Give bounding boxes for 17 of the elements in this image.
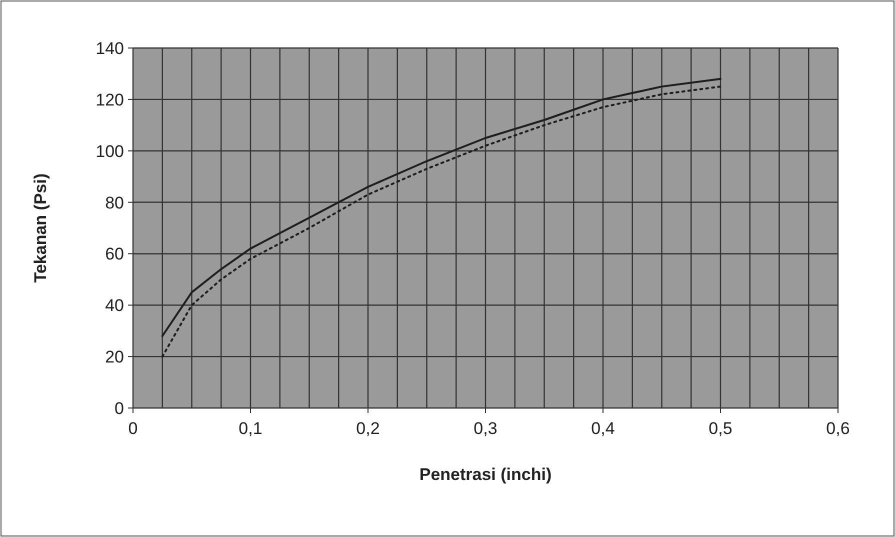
y-tick-label: 80	[105, 193, 124, 212]
y-tick-label: 120	[96, 90, 124, 110]
y-tick-label: 0	[114, 399, 124, 418]
x-tick-label: 0,2	[356, 419, 380, 438]
y-tick-label: 20	[105, 348, 124, 367]
y-tick-label: 60	[105, 244, 124, 264]
x-tick-label: 0	[128, 419, 138, 438]
x-tick-label: 0,3	[474, 419, 498, 438]
x-tick-label: 0,6	[826, 419, 850, 438]
x-tick-label: 0,1	[238, 419, 262, 438]
x-tick-label: 0,5	[708, 419, 732, 438]
x-axis-title: Penetrasi (inchi)	[419, 465, 552, 484]
y-axis-title: Tekanan (Psi)	[31, 173, 50, 283]
y-tick-label: 140	[96, 39, 124, 58]
y-tick-label: 40	[105, 296, 124, 316]
x-tick-label: 0,4	[591, 419, 615, 438]
y-tick-label: 100	[96, 142, 124, 161]
